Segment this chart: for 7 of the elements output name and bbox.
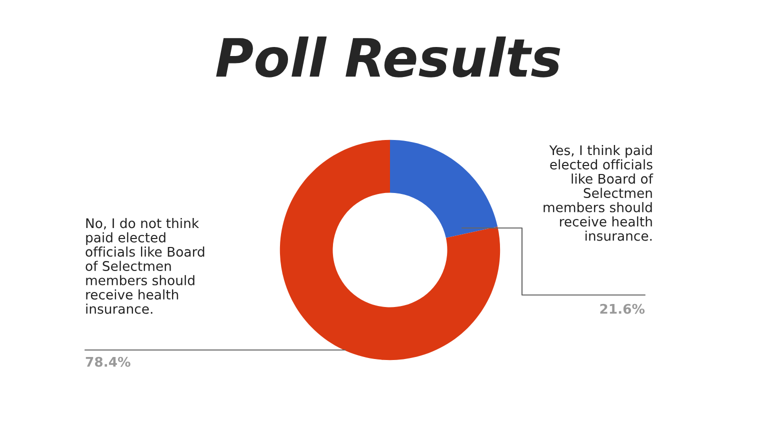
donut-slice [280, 140, 500, 360]
donut-slice [390, 140, 498, 238]
data-label: 78.4% [86, 356, 130, 367]
data-label: 21.6% [600, 304, 645, 314]
slice-label: Yes, I think paid elected officials like Board of Selectmen members should receive health insurance. [544, 145, 654, 241]
slice-label: No, I do not think paid elected officials like Board of Selectmen members should receive health insurance. [86, 218, 204, 314]
chart-title: Poll Results [216, 36, 560, 78]
